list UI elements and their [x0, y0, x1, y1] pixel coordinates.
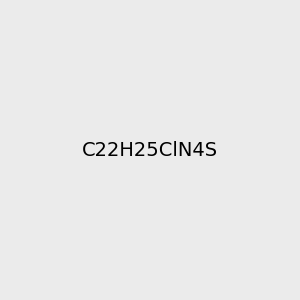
Text: C22H25ClN4S: C22H25ClN4S [82, 140, 218, 160]
